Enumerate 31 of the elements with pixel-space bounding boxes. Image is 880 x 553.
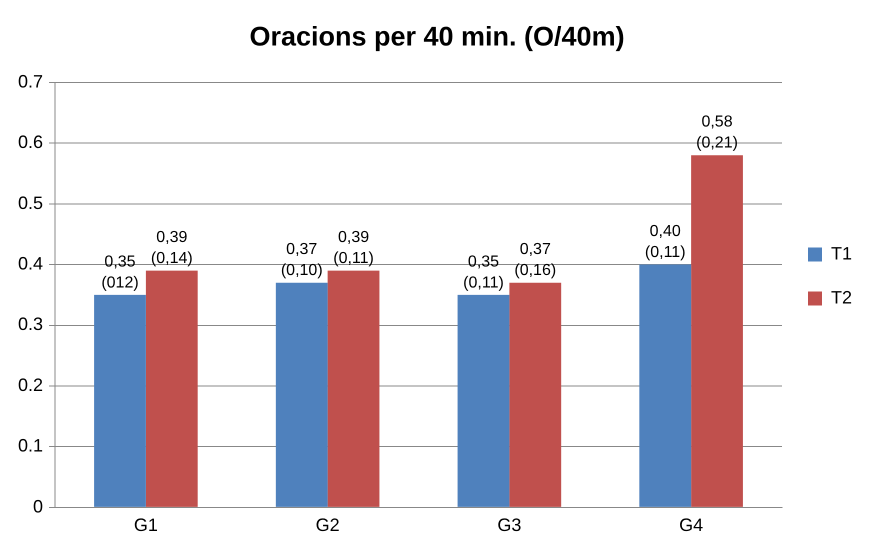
bar bbox=[639, 264, 692, 507]
y-tick-label: 0.3 bbox=[18, 314, 44, 334]
data-label: 0,39 (0,11) bbox=[333, 229, 374, 268]
y-tick-label: 0.6 bbox=[18, 132, 44, 152]
data-label: 0,37 (0,10) bbox=[280, 241, 323, 280]
x-tick-label: G2 bbox=[316, 515, 340, 536]
y-tick-label: 0.7 bbox=[18, 71, 44, 92]
bar bbox=[94, 294, 146, 507]
bar bbox=[328, 270, 380, 507]
data-label: 0,39 (0,14) bbox=[150, 229, 193, 268]
chart-title: Oracions per 40 min. (O/40m) bbox=[249, 22, 625, 52]
y-tick-label: 0.5 bbox=[18, 192, 44, 213]
bar bbox=[458, 294, 510, 507]
y-tick-label: 0.1 bbox=[18, 436, 44, 456]
y-tick-label: 0 bbox=[33, 496, 44, 516]
data-label: 0,37 (0,16) bbox=[514, 241, 556, 280]
x-tick-label: G1 bbox=[134, 515, 158, 536]
y-tick-label: 0.4 bbox=[18, 254, 44, 274]
data-label: 0,35 (0,11) bbox=[463, 253, 504, 292]
x-tick-label: G3 bbox=[497, 515, 522, 536]
data-label: 0,40 (0,11) bbox=[644, 222, 686, 261]
legend-label: T1 bbox=[830, 243, 852, 264]
data-label: 0,35 (012) bbox=[101, 253, 139, 292]
bar bbox=[691, 155, 743, 507]
bar bbox=[146, 270, 198, 507]
x-tick-label: G4 bbox=[679, 515, 704, 536]
data-label: 0,58 (0,21) bbox=[696, 114, 738, 152]
legend-label: T2 bbox=[830, 287, 852, 308]
bar bbox=[276, 282, 328, 507]
y-tick-label: 0.2 bbox=[18, 374, 44, 395]
bar bbox=[509, 282, 562, 507]
